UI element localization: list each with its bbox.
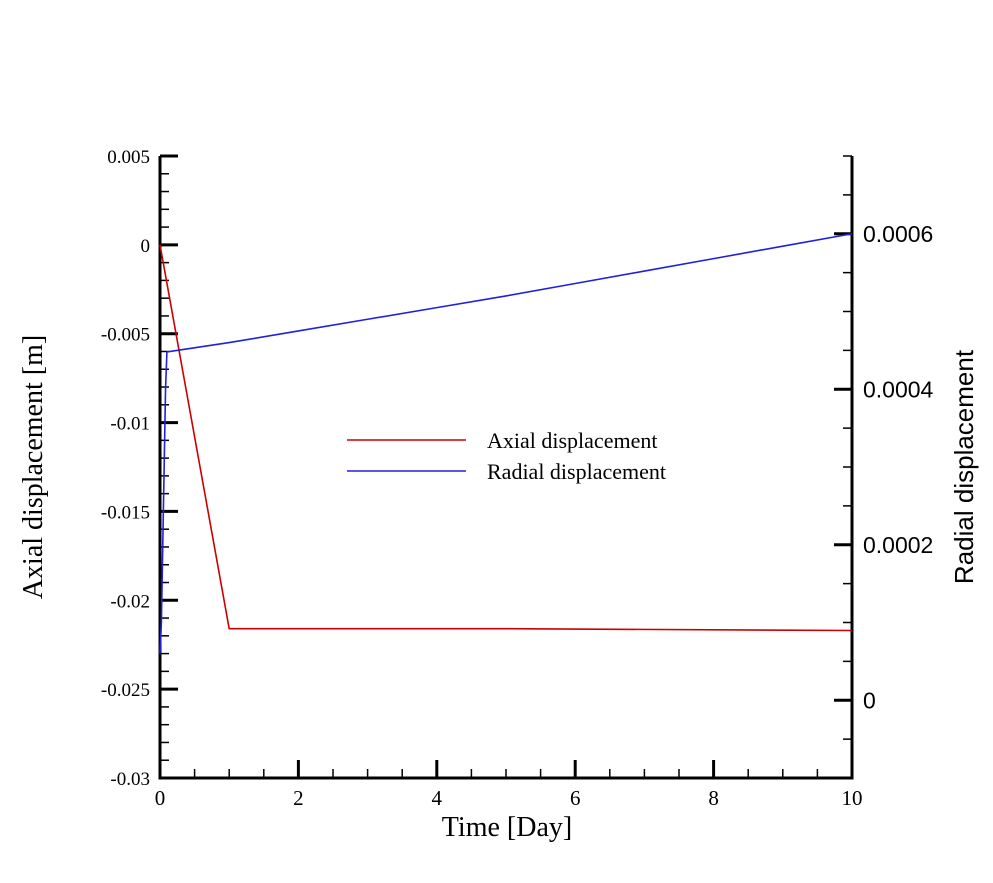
x-axis-title: Time [Day] bbox=[442, 812, 572, 843]
left-y-tick-label: -0.03 bbox=[110, 769, 150, 790]
right-y-tick-label: 0.0006 bbox=[863, 221, 933, 247]
series-line-radial-displacement bbox=[159, 232, 853, 654]
right-y-tick-label: 0.0004 bbox=[863, 376, 934, 402]
left-y-axis-title: Axial displacement [m] bbox=[18, 335, 49, 599]
left-y-tick-label: 0.005 bbox=[107, 147, 150, 168]
left-y-tick-label: -0.02 bbox=[110, 591, 150, 612]
left-y-tick-label: 0 bbox=[141, 236, 151, 257]
x-tick-label: 8 bbox=[708, 786, 719, 810]
legend-label-axial: Axial displacement bbox=[487, 428, 657, 453]
x-tick-label: 0 bbox=[155, 786, 166, 810]
left-y-tick-label: -0.025 bbox=[101, 680, 150, 701]
x-tick-label: 6 bbox=[570, 786, 581, 810]
right-y-tick-label: 0 bbox=[863, 687, 876, 713]
left-y-axis-ticks: 0.005 0 -0.005 -0.01 -0.015 -0.02 -0.025 -0.03 bbox=[101, 147, 178, 790]
x-tick-label: 10 bbox=[842, 786, 863, 810]
right-y-axis-title: Radial displacement bbox=[949, 349, 979, 584]
x-axis-ticks: 0 2 4 6 8 10 bbox=[155, 760, 863, 810]
left-y-tick-label: -0.005 bbox=[101, 325, 150, 346]
x-tick-label: 2 bbox=[293, 786, 304, 810]
series-layer bbox=[159, 232, 853, 654]
legend-label-radial: Radial displacement bbox=[487, 459, 666, 484]
x-tick-label: 4 bbox=[432, 786, 443, 810]
left-y-tick-label: -0.015 bbox=[101, 502, 150, 523]
series-line-axial-displacement bbox=[159, 244, 853, 632]
legend: Axial displacement Radial displacement bbox=[347, 428, 666, 484]
left-y-tick-label: -0.01 bbox=[110, 414, 150, 435]
right-y-tick-label: 0.0002 bbox=[863, 532, 933, 558]
right-y-axis-ticks: 0.0006 0.0004 0.0002 0 bbox=[834, 155, 934, 779]
